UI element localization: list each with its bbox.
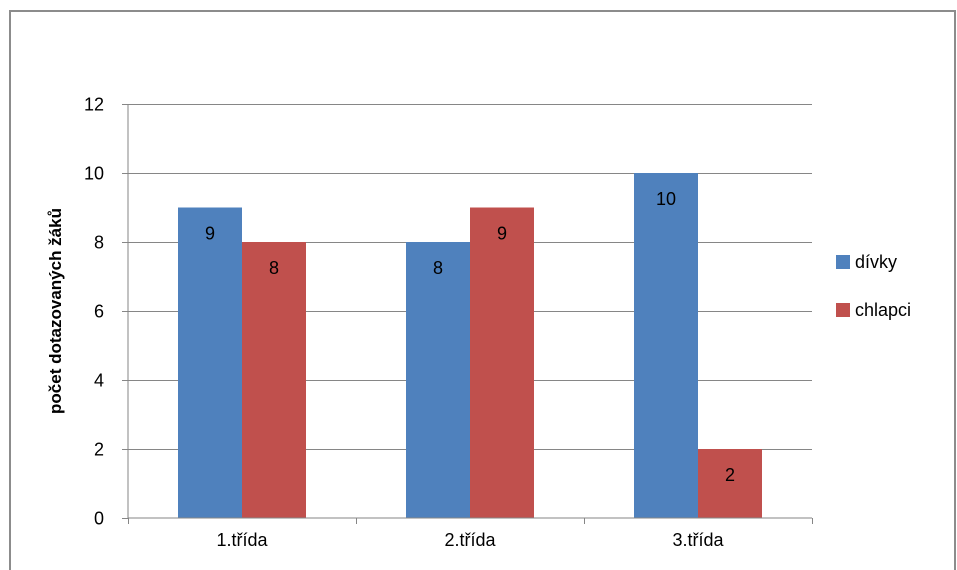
legend-swatch-chlapci [836,303,850,317]
y-tick-label: 4 [94,371,104,391]
legend-label: chlapci [855,300,911,320]
data-labels: 9 8 8 9 10 2 [205,189,735,485]
y-tick-label: 6 [94,302,104,322]
data-label: 9 [205,224,215,244]
y-axis-title: počet dotazovaných žáků [46,208,65,414]
data-label: 9 [497,224,507,244]
y-tick-label: 10 [84,164,104,184]
bar-dívky-1.třída [178,207,242,518]
bar-chlapci-1.třída [242,242,306,518]
data-label: 8 [433,258,443,278]
legend-swatch-dívky [836,255,850,269]
x-tick-labels: 1.třída 2.třída 3.třída [216,530,724,550]
bar-chlapci-3.třída [698,449,762,518]
bar-dívky-2.třída [406,242,470,518]
y-tick-label: 0 [94,509,104,529]
y-tick-labels: 0 2 4 6 8 10 12 [84,95,104,529]
data-label: 8 [269,258,279,278]
y-tick-label: 12 [84,95,104,115]
x-tick-label: 3.třída [672,530,724,550]
data-label: 2 [725,465,735,485]
legend-label: dívky [855,252,897,272]
y-tick-label: 2 [94,440,104,460]
x-tick-label: 2.třída [444,530,496,550]
bar-chlapci-2.třída [470,207,534,518]
y-tick-label: 8 [94,233,104,253]
bar-dívky-3.třída [634,173,698,518]
bars [178,173,762,518]
data-label: 10 [656,189,676,209]
legend: dívky chlapci [836,252,911,320]
axes [122,104,813,524]
x-tick-label: 1.třída [216,530,268,550]
